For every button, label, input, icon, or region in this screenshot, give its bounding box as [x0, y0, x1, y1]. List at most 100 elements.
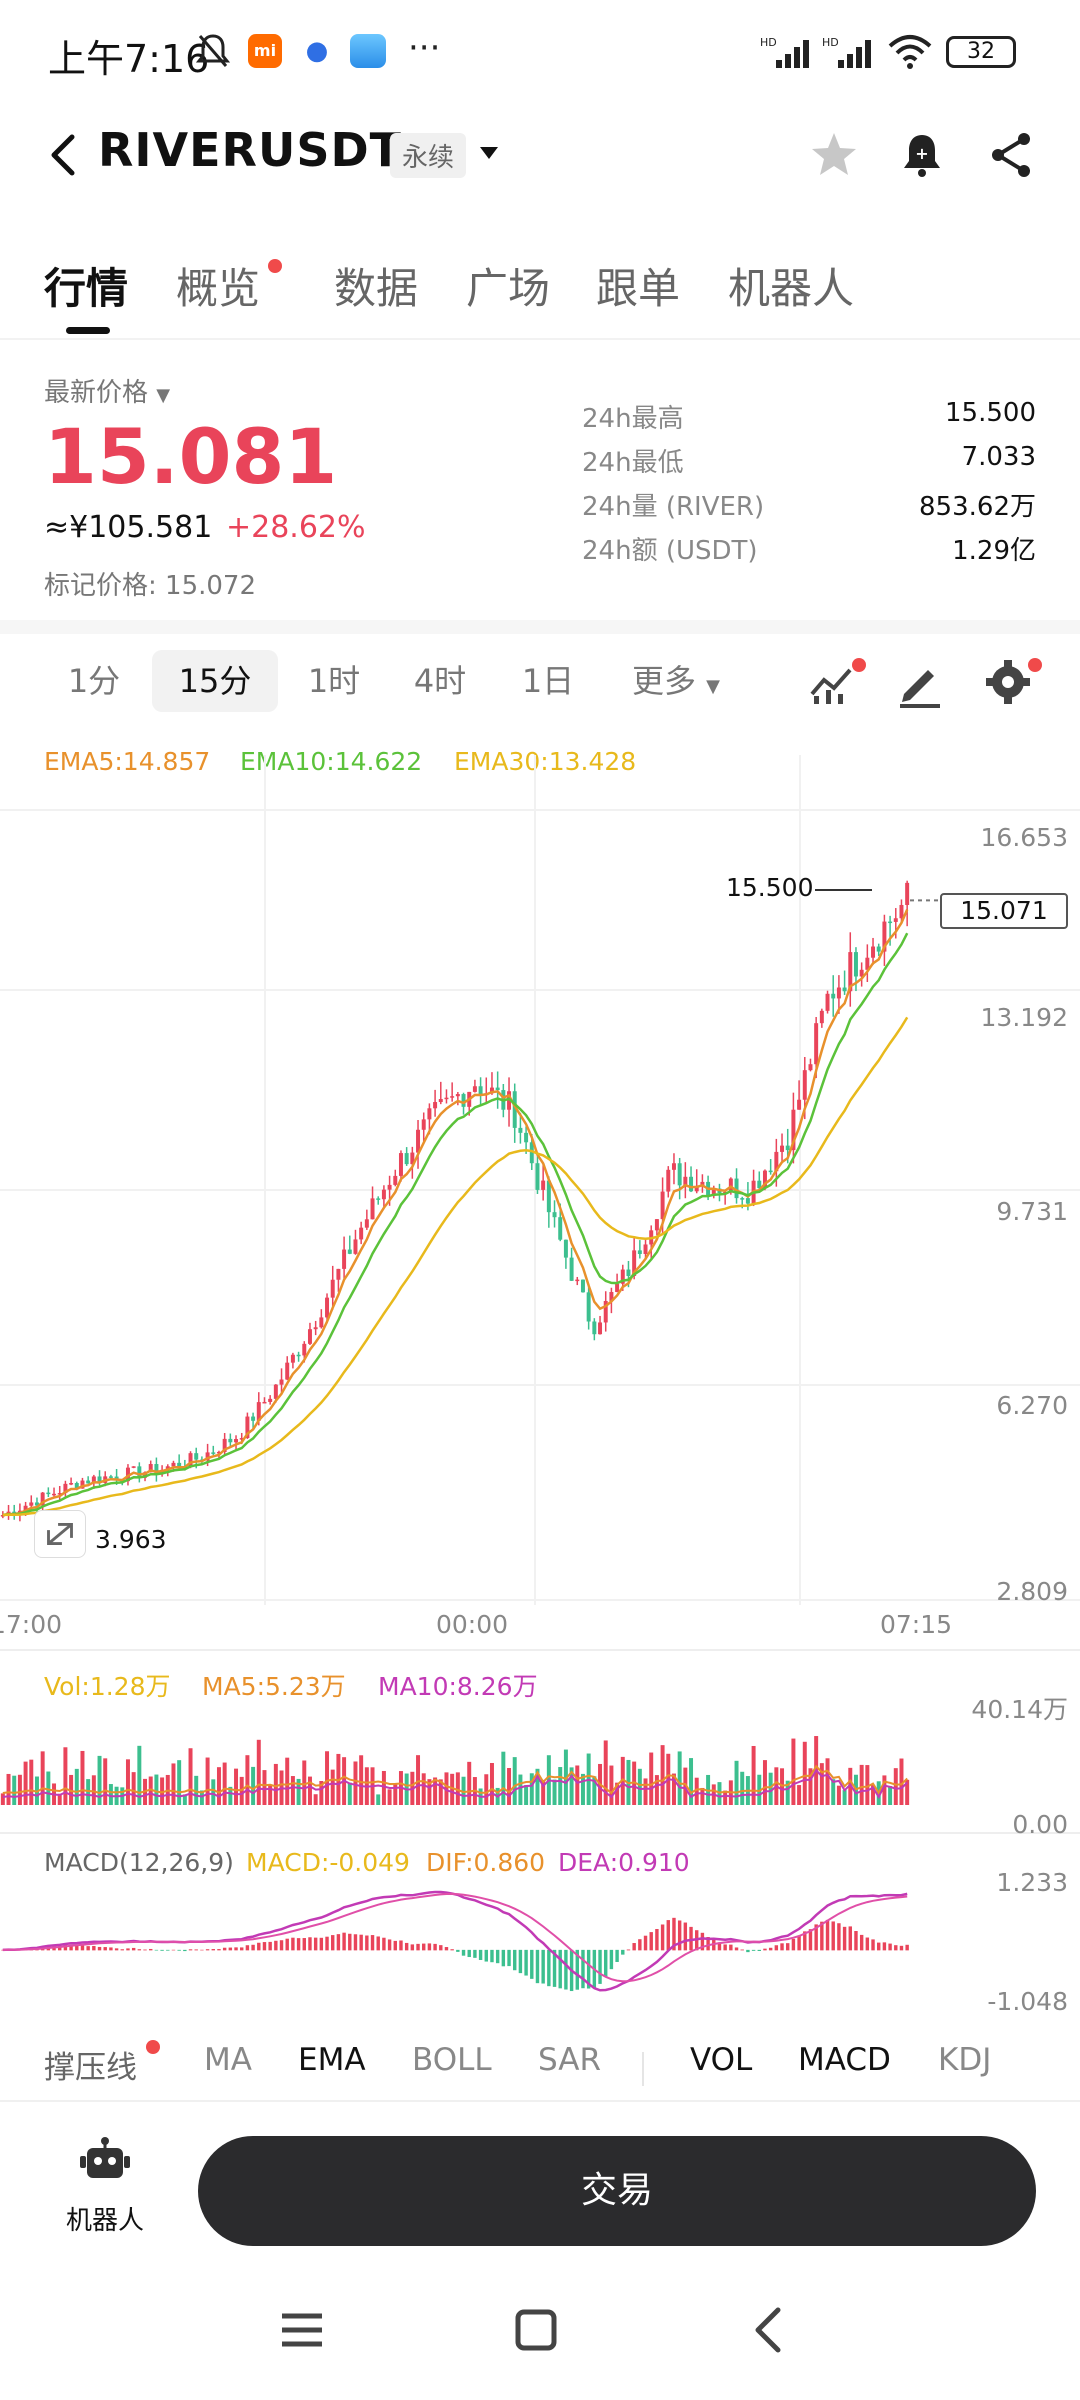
candle-body [461, 1094, 466, 1107]
tab-overview[interactable]: 概览 [176, 264, 261, 313]
macd-histogram-bar [325, 1936, 329, 1951]
alert-bell-icon[interactable]: + [894, 127, 950, 183]
macd-histogram-bar [626, 1949, 631, 1951]
candle-body [677, 1163, 682, 1186]
indicator-tab-boll[interactable]: BOLL [412, 2042, 492, 2078]
latest-price-label[interactable]: 最新价格 ▼ [44, 372, 170, 409]
volume-bar [325, 1751, 330, 1805]
interval-more[interactable]: 更多 ▼ [616, 650, 736, 712]
macd-histogram-bar [58, 1945, 62, 1951]
volume-bar [0, 1793, 5, 1805]
volume-bar [489, 1762, 494, 1805]
settings-gear-icon[interactable] [980, 654, 1036, 710]
volume-bar [620, 1756, 625, 1805]
candle-body [871, 946, 876, 958]
candle-body [797, 1099, 802, 1110]
candle-body [364, 1219, 369, 1228]
caret-down-icon[interactable] [478, 145, 500, 161]
candle-body [603, 1300, 608, 1323]
candle-body [268, 1398, 273, 1402]
volume-bar [205, 1757, 210, 1805]
tab-robot[interactable]: 机器人 [728, 264, 855, 313]
volume-bar [808, 1768, 813, 1805]
volume-bar [825, 1758, 830, 1805]
candle-body [740, 1198, 745, 1200]
status-time: 上午7:16 [48, 37, 210, 81]
volume-bar [256, 1739, 261, 1805]
candle-body [444, 1097, 449, 1100]
macd-histogram-bar [905, 1944, 909, 1951]
candle-body [888, 921, 893, 924]
macd-histogram-bar [655, 1928, 659, 1951]
candle-body [91, 1476, 96, 1484]
volume-bar [450, 1773, 455, 1805]
notification-dot [268, 259, 282, 273]
volume-bar [723, 1790, 728, 1805]
macd-histogram-bar [279, 1940, 284, 1951]
draw-pencil-icon[interactable] [892, 654, 948, 710]
pair-title[interactable]: RIVERUSDT [98, 123, 403, 177]
dea-line [2, 1892, 908, 1983]
macd-histogram-bar [774, 1945, 779, 1951]
candle-body [524, 1132, 529, 1143]
back-arrow-icon[interactable] [40, 125, 90, 185]
indicator-tab-ma[interactable]: MA [204, 2042, 252, 2078]
interval-1m[interactable]: 1分 [67, 662, 121, 700]
star-icon[interactable] [806, 127, 862, 183]
indicator-tab-vol[interactable]: VOL [690, 2042, 753, 2078]
tab-square[interactable]: 广场 [466, 264, 551, 313]
interval-15m[interactable]: 15分 [152, 650, 278, 712]
candle-body [194, 1453, 199, 1460]
volume-bar [677, 1751, 682, 1805]
tab-market[interactable]: 行情 [44, 264, 129, 313]
back-icon[interactable] [740, 2300, 800, 2360]
expand-icon[interactable] [34, 1510, 86, 1558]
divider [0, 620, 1080, 634]
candle-body [262, 1401, 267, 1404]
volume-bar [683, 1767, 688, 1805]
indicator-tab-ema[interactable]: EMA [298, 2042, 366, 2078]
share-icon[interactable] [984, 127, 1040, 183]
volume-bar [131, 1772, 136, 1805]
macd-histogram-bar [422, 1943, 426, 1951]
interval-4h[interactable]: 4时 [413, 662, 467, 700]
tab-copy-trading[interactable]: 跟单 [596, 264, 681, 313]
candle-body [876, 946, 881, 952]
interval-1h[interactable]: 1时 [307, 662, 361, 700]
volume-bar [507, 1768, 512, 1805]
volume-bar [216, 1767, 221, 1805]
indicator-icon[interactable] [804, 654, 860, 710]
volume-bar [654, 1775, 659, 1805]
candle-body [666, 1169, 671, 1192]
candle-body [615, 1283, 620, 1293]
candle-body [552, 1212, 557, 1218]
macd-histogram-bar [797, 1935, 801, 1951]
indicator-tab-sar[interactable]: SAR [538, 2042, 601, 2078]
robot-button[interactable]: 机器人 [40, 2130, 170, 2240]
candle-body [518, 1127, 523, 1133]
kline-chart[interactable]: EMA5:14.857 EMA10:14.622 EMA30:13.428 16… [0, 735, 1080, 2020]
candle-body [245, 1416, 250, 1439]
home-icon[interactable] [506, 2300, 566, 2360]
indicator-tab-support[interactable]: 撑压线 [44, 2050, 137, 2086]
indicator-tab-kdj[interactable]: KDJ [938, 2042, 992, 2078]
volume-bar [882, 1775, 887, 1805]
tab-data[interactable]: 数据 [334, 264, 419, 313]
macd-histogram-bar [75, 1945, 79, 1951]
macd-histogram-bar [541, 1949, 545, 1984]
trade-button[interactable]: 交易 [198, 2136, 1036, 2246]
candle-body [63, 1483, 68, 1494]
last-price: 15.081 [44, 412, 338, 501]
menu-icon[interactable] [272, 2300, 332, 2360]
macd-histogram-bar [768, 1947, 773, 1951]
volume-bar [148, 1776, 153, 1805]
macd-histogram-bar [439, 1945, 443, 1951]
candle-body [29, 1502, 34, 1506]
macd-histogram-bar [598, 1949, 602, 1984]
macd-histogram-bar [433, 1943, 437, 1951]
contract-type-badge[interactable]: 永续 [390, 133, 467, 178]
candle-body [626, 1269, 631, 1276]
indicator-tab-macd[interactable]: MACD [798, 2042, 891, 2078]
interval-1d[interactable]: 1日 [521, 662, 575, 700]
candle-body [592, 1321, 597, 1335]
